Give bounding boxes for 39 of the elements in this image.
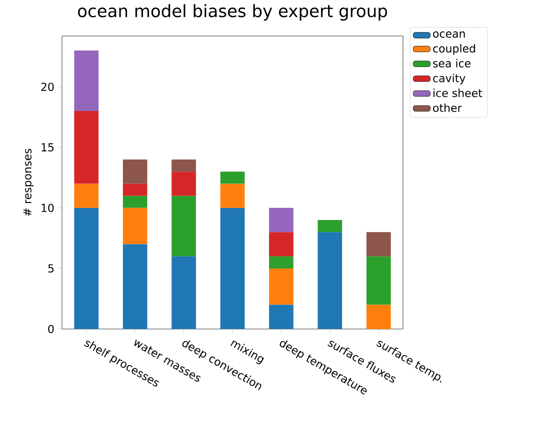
bar bbox=[269, 268, 294, 305]
legend-label: cavity bbox=[433, 74, 466, 84]
bar bbox=[74, 208, 99, 329]
bar bbox=[74, 111, 99, 184]
chart-title: ocean model biases by expert group bbox=[78, 4, 388, 21]
legend-label: other bbox=[433, 103, 462, 112]
bar bbox=[366, 256, 391, 305]
y-tick-label: 0 bbox=[48, 324, 54, 334]
bar bbox=[172, 196, 196, 256]
bar bbox=[172, 256, 196, 329]
y-tick-label: 15 bbox=[42, 143, 54, 152]
bar bbox=[220, 208, 245, 329]
bar bbox=[122, 208, 148, 244]
legend-label: coupled bbox=[433, 44, 476, 55]
bar bbox=[172, 159, 196, 172]
y-tick-label: 5 bbox=[48, 264, 54, 273]
legend-label: sea ice bbox=[433, 58, 471, 68]
bar bbox=[269, 232, 294, 256]
legend-label: ice sheet bbox=[434, 88, 482, 98]
bar bbox=[318, 220, 342, 232]
bar bbox=[74, 184, 99, 208]
bar bbox=[269, 208, 294, 232]
bar bbox=[366, 232, 391, 256]
bar bbox=[220, 172, 245, 184]
y-tick-label: 10 bbox=[42, 204, 54, 212]
bar bbox=[122, 184, 148, 196]
legend-label: ocean bbox=[433, 31, 465, 38]
bar bbox=[74, 50, 99, 112]
bar bbox=[318, 232, 342, 329]
bar bbox=[122, 196, 148, 208]
bar bbox=[220, 184, 245, 208]
bar bbox=[122, 159, 148, 184]
bar bbox=[122, 244, 148, 329]
bar bbox=[269, 304, 294, 329]
bar bbox=[366, 304, 391, 329]
bar bbox=[269, 256, 294, 268]
y-tick-label: 20 bbox=[41, 82, 54, 92]
y-axis-title: # responses bbox=[23, 148, 34, 216]
bar bbox=[172, 172, 196, 196]
